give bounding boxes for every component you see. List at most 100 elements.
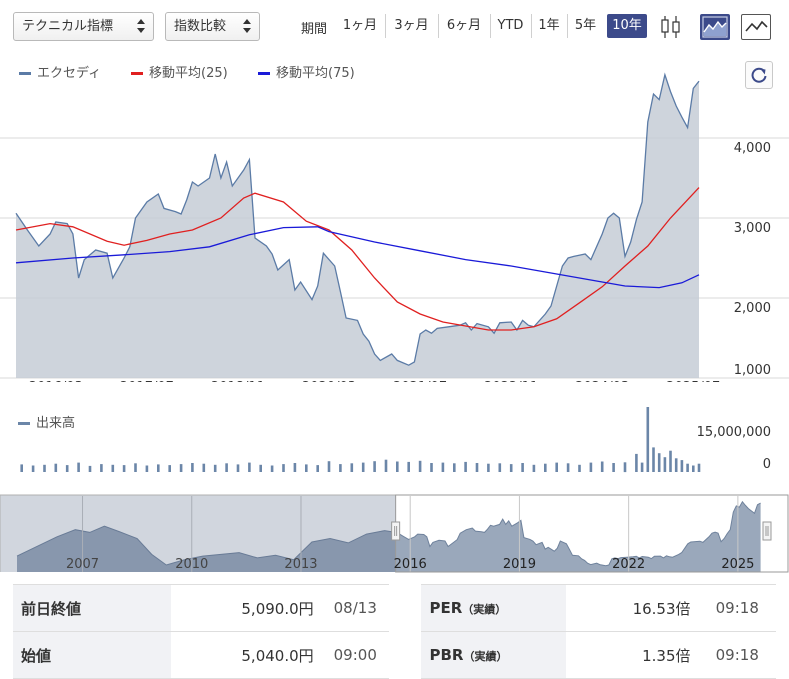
volume-bar	[248, 462, 251, 472]
reset-zoom-button[interactable]	[745, 61, 773, 89]
legend-ma25[interactable]: 移動平均(25)	[131, 62, 228, 81]
legend-ma75-label: 移動平均(75)	[276, 66, 355, 81]
per-label-sub: （実績）	[462, 603, 507, 616]
volume-bar	[236, 464, 240, 472]
volume-bar	[100, 464, 103, 472]
volume-bar	[20, 464, 23, 472]
pbr-label-text: PBR	[429, 646, 464, 664]
compare-dropdown[interactable]: 指数比較	[165, 12, 260, 41]
volume-bar	[213, 464, 217, 472]
indicator-dropdown[interactable]: テクニカル指標	[13, 12, 154, 41]
legend-price[interactable]: エクセディ	[19, 62, 101, 81]
volume-bar	[339, 464, 342, 472]
y-tick-label: 4,000	[734, 141, 771, 156]
volume-bar	[225, 463, 228, 472]
pbr-label-sub: （実績）	[463, 650, 508, 663]
volume-bar	[111, 464, 115, 472]
volume-bar	[555, 462, 558, 472]
per-label-text: PER	[429, 599, 463, 617]
legend-volume-swatch	[18, 422, 30, 425]
volume-bar	[498, 463, 502, 472]
price-chart: 1,000 2,000 3,000 4,000 2016/03 2017/07 2018/1…	[0, 72, 789, 382]
volume-bar	[487, 463, 490, 472]
navigator-tick-label: 2022	[612, 557, 645, 572]
chart-toolbar: テクニカル指標 指数比較 期間 1ヶ月 3ヶ月 6ヶ月 YTD 1年 5年 10…	[0, 0, 789, 54]
candlestick-icon[interactable]	[657, 14, 687, 40]
period-10y-button[interactable]: 10年	[607, 14, 647, 38]
range-navigator[interactable]: 2007 2010 2013 2016 2019 2022 2025	[0, 494, 789, 576]
volume-bar	[600, 461, 604, 472]
volume-bar	[669, 450, 672, 472]
legend-volume[interactable]: 出来高	[18, 412, 75, 431]
navigator-handle	[391, 521, 401, 541]
volume-bar	[635, 453, 638, 472]
volume-bar	[293, 463, 297, 472]
legend-ma25-swatch	[131, 72, 143, 75]
open-time: 09:00	[321, 631, 389, 679]
prev-close-time: 08/13	[321, 584, 389, 632]
x-tick-label: 2021/07	[393, 380, 447, 382]
navigator-tick-label: 2007	[66, 557, 99, 572]
volume-bar	[384, 459, 388, 472]
legend-price-swatch	[19, 72, 31, 75]
pbr-value: 1.35倍	[566, 631, 699, 679]
period-1m-button[interactable]: 1ヶ月	[342, 18, 378, 33]
table-gap	[388, 631, 422, 679]
volume-bar	[179, 464, 183, 472]
updown-caret-icon	[137, 18, 146, 34]
volume-tick-label: 15,000,000	[697, 425, 771, 440]
open-value: 5,040.0円	[170, 631, 322, 679]
navigator-tick-label: 2016	[394, 557, 427, 572]
period-3m-button[interactable]: 3ヶ月	[385, 14, 437, 38]
navigator-outline	[0, 494, 396, 572]
refresh-icon	[751, 67, 767, 83]
handle-grip	[762, 521, 772, 541]
table-row: 前日終値 5,090.0円 08/13 PER（実績） 16.53倍 09:18	[13, 584, 776, 632]
volume-bar	[407, 461, 410, 472]
navigator-tick-label: 2010	[175, 557, 208, 572]
legend-ma75[interactable]: 移動平均(75)	[258, 62, 355, 81]
volume-bar	[475, 463, 479, 472]
period-1y-button[interactable]: 1年	[531, 14, 566, 38]
per-time: 09:18	[698, 584, 776, 632]
area-chart-icon[interactable]	[700, 14, 730, 40]
volume-bar	[578, 464, 581, 472]
quote-summary-table: 前日終値 5,090.0円 08/13 PER（実績） 16.53倍 09:18…	[13, 584, 776, 679]
x-tick-label: 2018/11	[211, 380, 265, 382]
period-5y-button[interactable]: 5年	[567, 14, 603, 38]
period-ytd-button[interactable]: YTD	[490, 14, 530, 38]
volume-bar	[532, 464, 536, 472]
prev-close-label: 前日終値	[13, 584, 171, 632]
price-area	[16, 74, 699, 379]
volume-bar	[544, 463, 547, 472]
volume-bar	[88, 465, 92, 472]
volume-bar	[623, 462, 627, 473]
ma25-line	[15, 187, 700, 331]
period-6m-button[interactable]: 6ヶ月	[438, 14, 489, 38]
volume-bar	[316, 465, 319, 472]
prev-close-value: 5,090.0円	[170, 584, 322, 632]
volume-bar	[168, 465, 171, 472]
volume-bar	[697, 463, 701, 472]
volume-bar	[373, 461, 376, 472]
volume-bar	[646, 407, 650, 472]
navigator-unselected-mask	[0, 495, 396, 572]
x-tick-label: 2022/11	[484, 380, 538, 382]
volume-bar	[282, 464, 285, 472]
volume-bar	[521, 463, 524, 472]
x-tick-label: 2016/03	[29, 380, 83, 382]
volume-bar	[134, 463, 137, 472]
volume-bar	[145, 465, 149, 472]
volume-bar	[692, 465, 695, 472]
navigator-area	[17, 501, 761, 572]
volume-bar	[270, 465, 274, 472]
x-tick-label: 2020/03	[302, 380, 356, 382]
y-tick-label: 2,000	[734, 301, 771, 316]
volume-bar	[686, 463, 689, 472]
updown-caret-icon	[243, 18, 252, 34]
navigator-tick-label: 2013	[284, 557, 317, 572]
volume-bar	[612, 463, 615, 472]
line-chart-icon[interactable]	[741, 14, 771, 40]
volume-bar	[430, 463, 433, 472]
volume-bar	[674, 458, 678, 472]
